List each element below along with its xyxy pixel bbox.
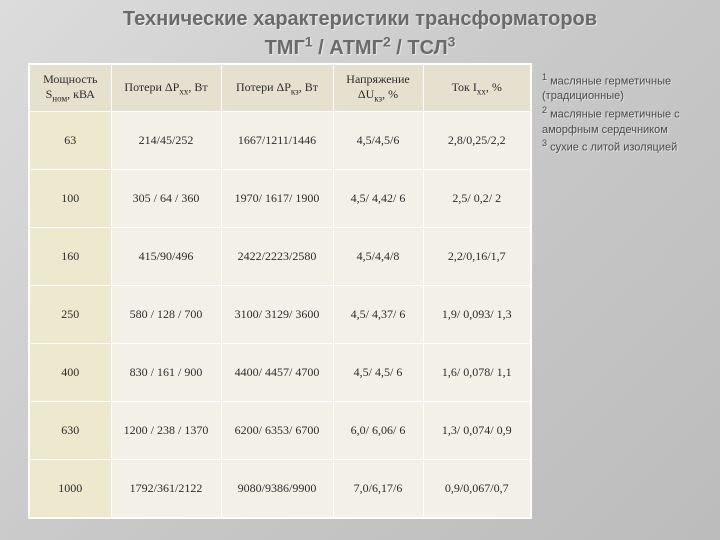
- table-row: 63214/45/2521667/1211/14464,5/4,5/62,8/0…: [29, 112, 531, 170]
- spec-table: Мощность Sном, кВА Потери ΔPxx, Вт Потер…: [28, 63, 532, 519]
- table-cell: 2,8/0,25/2,2: [423, 112, 531, 170]
- table-cell: 160: [29, 228, 111, 286]
- col-header-dpkz: Потери ΔPкз, Вт: [221, 64, 333, 112]
- table-cell: 580 / 128 / 700: [111, 286, 221, 344]
- col-header-power: Мощность Sном, кВА: [29, 64, 111, 112]
- table-row: 100305 / 64 / 3601970/ 1617/ 19004,5/ 4,…: [29, 170, 531, 228]
- table-cell: 100: [29, 170, 111, 228]
- table-cell: 63: [29, 112, 111, 170]
- table-cell: 4400/ 4457/ 4700: [221, 344, 333, 402]
- table-cell: 4,5/ 4,42/ 6: [333, 170, 423, 228]
- table-cell: 2422/2223/2580: [221, 228, 333, 286]
- table-cell: 415/90/496: [111, 228, 221, 286]
- table-cell: 1,3/ 0,074/ 0,9: [423, 402, 531, 460]
- footnote-1: 1 масляные герметичные (традиционные): [542, 71, 682, 104]
- content-area: Мощность Sном, кВА Потери ΔPxx, Вт Потер…: [0, 63, 720, 519]
- table-cell: 630: [29, 402, 111, 460]
- table-header-row: Мощность Sном, кВА Потери ΔPxx, Вт Потер…: [29, 64, 531, 112]
- table-cell: 250: [29, 286, 111, 344]
- table-cell: 1970/ 1617/ 1900: [221, 170, 333, 228]
- table-row: 400830 / 161 / 9004400/ 4457/ 47004,5/ 4…: [29, 344, 531, 402]
- title-line2: ТМГ1 / АТМГ2 / ТСЛ3: [265, 37, 456, 59]
- title-line1: Технические характеристики трансформатор…: [123, 8, 597, 30]
- table-cell: 2,2/0,16/1,7: [423, 228, 531, 286]
- col-header-dpxx: Потери ΔPxx, Вт: [111, 64, 221, 112]
- table-cell: 1667/1211/1446: [221, 112, 333, 170]
- table-cell: 1792/361/2122: [111, 460, 221, 518]
- table-row: 160415/90/4962422/2223/25804,5/4,4/82,2/…: [29, 228, 531, 286]
- table-cell: 1,6/ 0,078/ 1,1: [423, 344, 531, 402]
- table-cell: 4,5/ 4,5/ 6: [333, 344, 423, 402]
- col-header-dukz: Напряжение ΔUкз, %: [333, 64, 423, 112]
- table-cell: 1200 / 238 / 1370: [111, 402, 221, 460]
- footnote-2: 2 масляные герметичные с аморфным сердеч…: [542, 104, 682, 137]
- table-cell: 6,0/ 6,06/ 6: [333, 402, 423, 460]
- table-cell: 4,5/4,4/8: [333, 228, 423, 286]
- page-title: Технические характеристики трансформатор…: [0, 0, 720, 63]
- table-cell: 2,5/ 0,2/ 2: [423, 170, 531, 228]
- table-row: 6301200 / 238 / 13706200/ 6353/ 67006,0/…: [29, 402, 531, 460]
- table-row: 10001792/361/21229080/9386/99007,0/6,17/…: [29, 460, 531, 518]
- table-cell: 1,9/ 0,093/ 1,3: [423, 286, 531, 344]
- table-cell: 7,0/6,17/6: [333, 460, 423, 518]
- table-cell: 4,5/4,5/6: [333, 112, 423, 170]
- table-cell: 1000: [29, 460, 111, 518]
- table-cell: 4,5/ 4,37/ 6: [333, 286, 423, 344]
- table-cell: 400: [29, 344, 111, 402]
- footnote-3: 3 сухие с литой изоляцией: [542, 137, 682, 156]
- table-cell: 0,9/0,067/0,7: [423, 460, 531, 518]
- table-cell: 305 / 64 / 360: [111, 170, 221, 228]
- table-body: 63214/45/2521667/1211/14464,5/4,5/62,8/0…: [29, 112, 531, 518]
- table-cell: 214/45/252: [111, 112, 221, 170]
- table-row: 250580 / 128 / 7003100/ 3129/ 36004,5/ 4…: [29, 286, 531, 344]
- table-cell: 3100/ 3129/ 3600: [221, 286, 333, 344]
- table-cell: 9080/9386/9900: [221, 460, 333, 518]
- footnote-legend: 1 масляные герметичные (традиционные) 2 …: [532, 63, 682, 156]
- table-cell: 6200/ 6353/ 6700: [221, 402, 333, 460]
- col-header-ixx: Ток Ixx, %: [423, 64, 531, 112]
- table-cell: 830 / 161 / 900: [111, 344, 221, 402]
